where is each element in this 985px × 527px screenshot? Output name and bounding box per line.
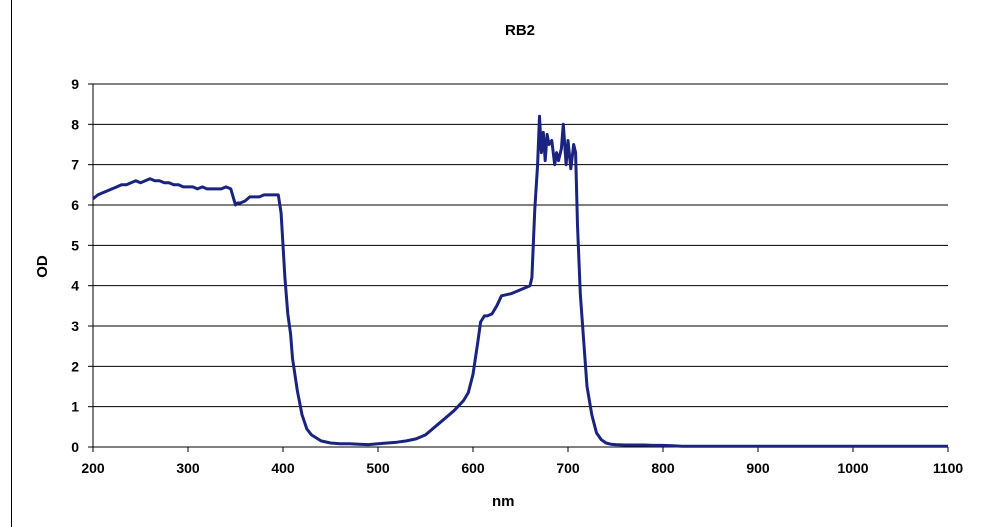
x-tick-label: 700 xyxy=(556,460,580,476)
y-tick-label: 1 xyxy=(71,399,79,415)
chart-title: RB2 xyxy=(504,22,535,39)
x-tick-label: 600 xyxy=(461,460,485,476)
x-tick-label: 500 xyxy=(366,460,390,476)
x-tick-label: 1000 xyxy=(837,460,868,476)
y-tick-label: 8 xyxy=(71,116,79,132)
x-tick-label: 200 xyxy=(81,460,105,476)
y-tick-label: 2 xyxy=(71,358,79,374)
x-tick-label: 900 xyxy=(746,460,770,476)
x-tick-label: 1100 xyxy=(933,460,964,476)
left-border-line xyxy=(11,0,12,527)
y-tick-label: 4 xyxy=(71,278,79,294)
y-tick-label: 3 xyxy=(71,318,79,334)
series-line xyxy=(92,114,948,448)
x-axis-label: nm xyxy=(492,493,515,510)
y-tick-label: 0 xyxy=(71,439,79,455)
y-axis-label: OD xyxy=(33,255,51,278)
x-tick-label: 400 xyxy=(271,460,295,476)
y-tick-label: 5 xyxy=(71,237,79,253)
y-tick-label: 9 xyxy=(71,76,79,92)
x-tick-label: 300 xyxy=(176,460,200,476)
y-tick-label: 7 xyxy=(71,157,79,173)
y-tick-label: 6 xyxy=(71,197,79,213)
x-tick-label: 800 xyxy=(651,460,675,476)
